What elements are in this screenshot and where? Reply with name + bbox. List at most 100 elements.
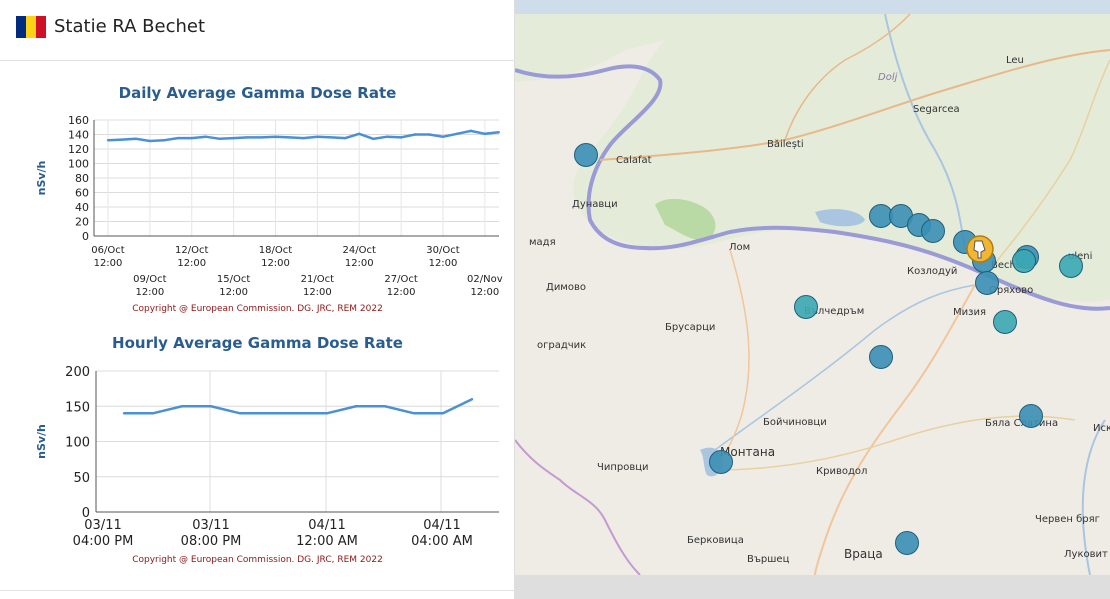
daily-data-point [330, 136, 333, 139]
map-place-label: Брусарци [665, 322, 715, 333]
map-place-label: Чипровци [597, 462, 649, 473]
station-marker[interactable] [794, 295, 818, 319]
daily-x-tick-time: 12:00 [177, 258, 206, 269]
hourly-data-point [209, 405, 213, 408]
flag-stripe-yellow [26, 16, 36, 38]
hourly-x-tick-time: 04:00 AM [411, 534, 473, 549]
station-marker[interactable] [1059, 254, 1083, 278]
map-place-label: Димово [546, 282, 586, 293]
station-marker[interactable] [975, 271, 999, 295]
daily-data-point [274, 135, 277, 138]
daily-data-point [134, 137, 138, 141]
daily-x-tick-date: 02/Nov [467, 274, 503, 285]
hourly-x-tick-date: 03/11 [192, 518, 229, 533]
daily-y-tick-label: 100 [68, 158, 89, 171]
map-place-label: Bechet [991, 260, 1026, 271]
map-place-label: мадя [529, 237, 556, 248]
map-place-label: Искър [1093, 423, 1110, 434]
hourly-data-point [296, 412, 300, 415]
hourly-data-point [122, 412, 126, 415]
hourly-data-point [151, 412, 155, 415]
daily-y-tick-label: 80 [75, 172, 89, 185]
daily-y-axis-label: nSv/h [35, 161, 48, 196]
daily-data-point [441, 135, 445, 138]
hourly-y-tick-label: 200 [65, 365, 90, 380]
hourly-x-tick-date: 04/11 [423, 518, 460, 533]
daily-data-point [372, 137, 375, 141]
flag-stripe-blue [16, 16, 26, 38]
map-place-label: оградчик [537, 340, 586, 351]
station-marker[interactable] [709, 450, 733, 474]
map-place-label: Монтана [720, 445, 775, 459]
map-place-label: Dolj [878, 72, 898, 83]
map-place-label: Берковица [687, 535, 744, 546]
station-marker[interactable] [895, 531, 919, 555]
station-title: Statie RA Bechet [54, 16, 206, 37]
hourly-data-point [412, 412, 416, 415]
map-canvas[interactable]: Calafat Дунавци Băilești Segarcea Dolj Leu Лом… [515, 0, 1110, 599]
station-marker[interactable] [993, 310, 1017, 334]
hourly-data-point [238, 412, 242, 415]
station-marker[interactable] [869, 345, 893, 369]
daily-x-tick-date: 21/Oct [301, 274, 334, 285]
station-marker[interactable] [1019, 404, 1043, 428]
daily-data-point [218, 137, 221, 141]
hourly-y-tick-label: 0 [82, 506, 90, 521]
map-place-label: Вършец [747, 554, 790, 565]
romania-flag-icon [16, 16, 46, 38]
daily-data-point [232, 136, 235, 140]
selected-station-marker-icon[interactable] [966, 235, 994, 263]
daily-data-point [344, 136, 347, 140]
map-place-label: Мизия [953, 307, 986, 318]
map-place-label: Лом [729, 242, 750, 253]
hourly-chart-title: Hourly Average Gamma Dose Rate [112, 334, 403, 352]
daily-data-point [469, 129, 473, 133]
map-view[interactable]: Calafat Дунавци Băilești Segarcea Dolj Leu Лом… [515, 0, 1110, 599]
map-place-label: Leu [1006, 55, 1024, 66]
hourly-data-point [267, 412, 271, 415]
daily-x-tick-date: 27/Oct [384, 274, 417, 285]
hourly-x-tick-time: 04:00 PM [73, 534, 134, 549]
daily-x-tick-date: 15/Oct [217, 274, 250, 285]
daily-data-point [148, 139, 152, 143]
daily-copyright: Copyright @ European Commission. DG. JRC… [132, 304, 383, 314]
hourly-y-tick-label: 100 [65, 436, 90, 451]
daily-x-tick-date: 18/Oct [259, 245, 292, 256]
map-place-label: Băilești [767, 139, 804, 150]
map-place-label: Козлодуй [907, 266, 957, 277]
map-place-label: Бойчиновци [763, 417, 827, 428]
daily-data-point [316, 135, 319, 138]
station-marker[interactable] [921, 219, 945, 243]
daily-x-tick-time: 12:00 [470, 287, 499, 298]
daily-data-point [399, 136, 403, 139]
daily-x-tick-time: 12:00 [387, 287, 416, 298]
hourly-data-point [441, 412, 445, 415]
map-place-label: uleni [1068, 251, 1092, 262]
hourly-x-tick-date: 04/11 [308, 518, 345, 533]
station-marker[interactable] [574, 143, 598, 167]
map-place-label: Луковит [1064, 549, 1108, 560]
daily-y-tick-label: 0 [82, 230, 89, 243]
daily-data-point [427, 133, 431, 136]
map-place-label: Вълчедръм [804, 306, 864, 317]
daily-series-line [107, 129, 499, 143]
daily-x-tick-date: 30/Oct [426, 245, 459, 256]
map-place-label: Calafat [616, 155, 652, 166]
panel-header: Statie RA Bechet [0, 0, 515, 61]
map-place-label: Дунавци [572, 199, 618, 210]
daily-x-tick-time: 12:00 [135, 287, 164, 298]
hourly-data-point [354, 405, 358, 408]
daily-x-tick-date: 09/Oct [133, 274, 166, 285]
hourly-x-tick-time: 12:00 AM [296, 534, 358, 549]
daily-data-point [497, 131, 501, 134]
daily-data-point [302, 136, 305, 140]
panel-bottom-divider [0, 590, 515, 591]
daily-y-tick-label: 140 [68, 129, 89, 142]
station-panel: Statie RA Bechet Daily Average Gamma Dos… [0, 0, 515, 599]
station-marker[interactable] [1012, 249, 1036, 273]
daily-y-tick-label: 120 [68, 143, 89, 156]
daily-x-tick-time: 12:00 [345, 258, 374, 269]
hourly-y-tick-label: 150 [65, 400, 90, 415]
daily-y-tick-label: 40 [75, 201, 89, 214]
